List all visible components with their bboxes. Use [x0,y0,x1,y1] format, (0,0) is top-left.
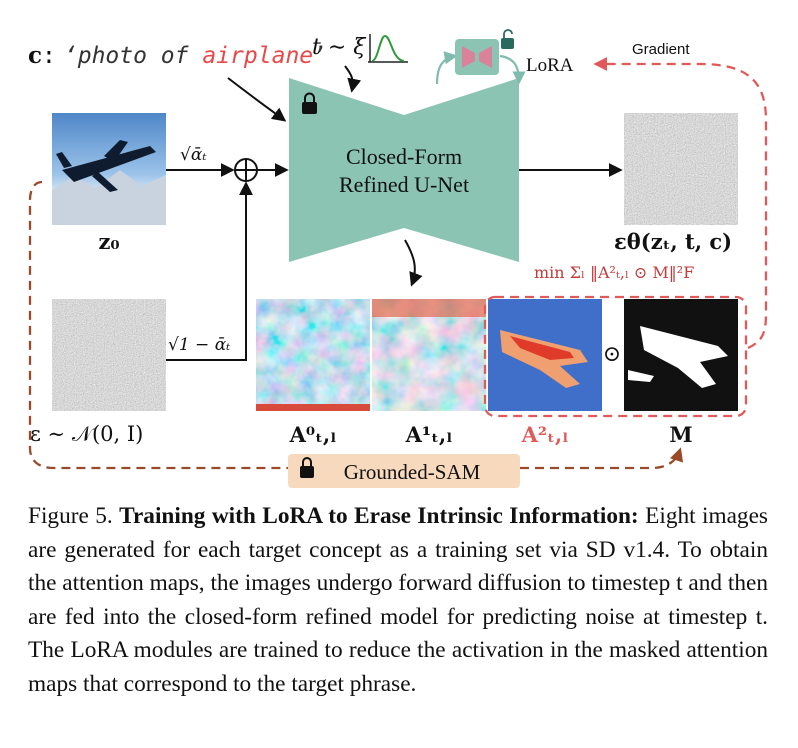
z0-coefficient: √ᾱₜ [180,145,207,165]
masked-region-box [483,295,748,418]
lora-training-diagram: c: ‘photo of airplane’ t ∼ ξ Closed-Form … [28,29,768,488]
unet-label-line1: Closed-Form [346,144,462,169]
attention-label-0: A⁰ₜ,ₗ [289,422,337,447]
attention-map-2 [488,299,602,411]
odot-symbol: ⊙ [603,342,621,367]
sam-label: Grounded-SAM [344,460,481,484]
attention-arrow [404,239,423,287]
prompt-text: c: ‘photo of airplane’ [28,42,327,69]
gradient-label: Gradient [632,41,690,58]
sam-connector [28,180,288,470]
epsilon-coefficient: √1 − ᾱₜ [168,335,231,355]
distribution-icon [368,34,408,63]
attention-label-2: A²ₜ,ₗ [521,422,569,447]
unet-label-line2: Refined U-Net [339,172,469,197]
lora-arrow-in [435,51,458,85]
caption-body: Eight images are generated for each targ… [28,503,768,697]
timestep-label: t ∼ ξ [312,35,367,60]
unet-block [289,78,519,262]
unlock-icon [501,29,514,49]
input-image [52,113,166,225]
loss-label: min Σₗ ‖A²ₜ,ₗ ⊙ M‖²F [534,263,694,282]
caption-figure-label: Figure 5. [28,503,113,529]
caption-title: Training with LoRA to Erase Intrinsic In… [119,503,639,529]
mask-label: M [669,422,692,447]
prompt-prefix: c [28,42,42,69]
lora-icon [462,46,492,68]
timestep-arrow [344,65,362,93]
epsilon-arrow [166,181,253,361]
figure-caption: Figure 5. Training with LoRA to Erase In… [28,500,768,701]
prompt-colon: : [42,43,56,69]
lora-label: LoRA [526,55,574,76]
lora-arrow-out [499,54,526,85]
mask-image [624,299,738,411]
z0-label: z₀ [98,229,119,254]
sam-lock-icon [300,457,314,478]
prompt-concept: airplane [202,43,313,69]
sam-box [288,454,520,488]
gradient-arrow [593,57,768,350]
attention-map-1 [372,299,486,411]
lock-icon [302,92,317,114]
prompt-quote-close: ’ [313,43,327,69]
predicted-noise-image [624,113,738,225]
output-label: εθ(zₜ, t, c) [614,229,732,254]
attention-map-0 [256,299,370,411]
attention-label-1: A¹ₜ,ₗ [405,422,453,447]
prompt-arrow [227,77,287,122]
sam-to-mask-arrow [520,447,684,470]
epsilon-label: ε ∼ 𝒩(0, I) [30,422,143,446]
sum-node [234,158,258,182]
lora-module [455,39,499,75]
noise-image [52,299,166,411]
prompt-quote-open: ‘photo of [64,43,202,69]
